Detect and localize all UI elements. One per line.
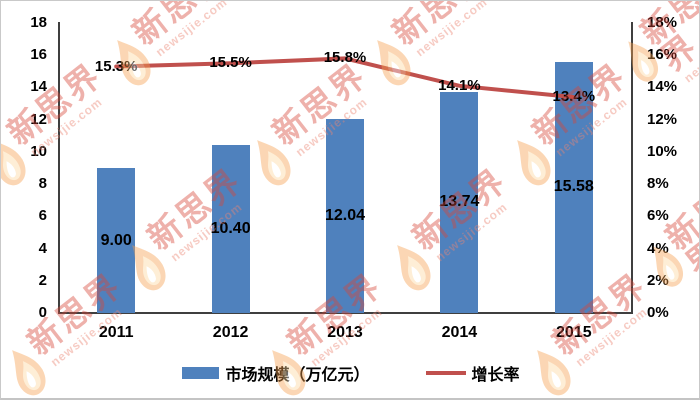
legend-item-growth-rate: 增长率	[425, 361, 520, 385]
left-axis-tick: 16	[30, 46, 47, 64]
line-legend-swatch	[425, 371, 466, 375]
right-axis-tick: 0%	[647, 304, 669, 321]
watermark-brand-text: 新思界	[125, 0, 234, 52]
left-axis-tick: 2	[38, 271, 47, 289]
bar-value-label: 9.00	[100, 231, 132, 249]
flame-icon	[397, 245, 431, 291]
line-legend-label: 增长率	[471, 367, 520, 384]
right-axis-tick: 4%	[647, 239, 669, 257]
line-value-label: 15.3%	[94, 57, 138, 75]
x-axis-label-2013: 2013	[327, 324, 363, 341]
left-axis-tick: 14	[30, 78, 47, 96]
legend: 市场规模（万亿元） 增长率	[1, 361, 699, 385]
x-axis-label-2014: 2014	[441, 324, 478, 341]
watermark-brand-text: 新思界	[633, 0, 700, 78]
watermark-brand-text: 新思界	[385, 0, 494, 52]
bar-2013	[326, 119, 364, 313]
line-value-label: 15.8%	[323, 49, 367, 67]
bar-value-label: 13.74	[439, 193, 480, 211]
left-axis-tick: 10	[30, 142, 47, 160]
right-axis-tick: 18%	[647, 14, 678, 31]
right-axis-tick: 14%	[647, 78, 678, 96]
bar-2012	[211, 145, 250, 313]
bar-value-label: 12.04	[324, 207, 366, 224]
legend-item-market-size: 市场规模（万亿元）	[182, 361, 370, 385]
x-axis-label-2011: 2011	[98, 324, 134, 341]
left-axis-tick: 0	[38, 304, 47, 321]
bar-2011	[97, 168, 136, 313]
left-axis-tick: 8	[38, 175, 47, 193]
watermark-domain-text: newsijie.com	[413, 0, 490, 60]
right-axis-line	[631, 22, 633, 314]
x-axis-line	[58, 312, 633, 314]
bar-value-label: 15.58	[553, 178, 594, 196]
left-axis-tick: 4	[38, 239, 47, 257]
line-value-label: 15.5%	[209, 54, 252, 72]
x-axis-label-2012: 2012	[212, 324, 249, 341]
bar-legend-label: 市场规模（万亿元）	[225, 367, 370, 384]
bar-2014	[440, 91, 479, 313]
left-axis-tick: 6	[38, 207, 47, 225]
line-value-label: 14.1%	[438, 76, 481, 94]
right-axis-tick: 16%	[647, 46, 678, 64]
left-axis-line	[58, 22, 60, 314]
right-axis-tick: 2%	[647, 271, 669, 289]
x-axis-label-2015: 2015	[556, 324, 592, 341]
bar-value-label: 10.40	[210, 220, 251, 238]
flame-icon	[257, 140, 291, 186]
left-axis-tick: 18	[30, 14, 47, 31]
right-axis-tick: 10%	[647, 142, 678, 160]
bar-2015	[554, 61, 593, 313]
bar-legend-swatch	[182, 367, 220, 379]
line-value-label: 13.4%	[552, 88, 596, 106]
right-axis-tick: 12%	[647, 110, 678, 128]
right-axis-tick: 8%	[647, 175, 669, 193]
right-axis-tick: 6%	[647, 207, 669, 225]
left-axis-tick: 12	[30, 110, 47, 128]
